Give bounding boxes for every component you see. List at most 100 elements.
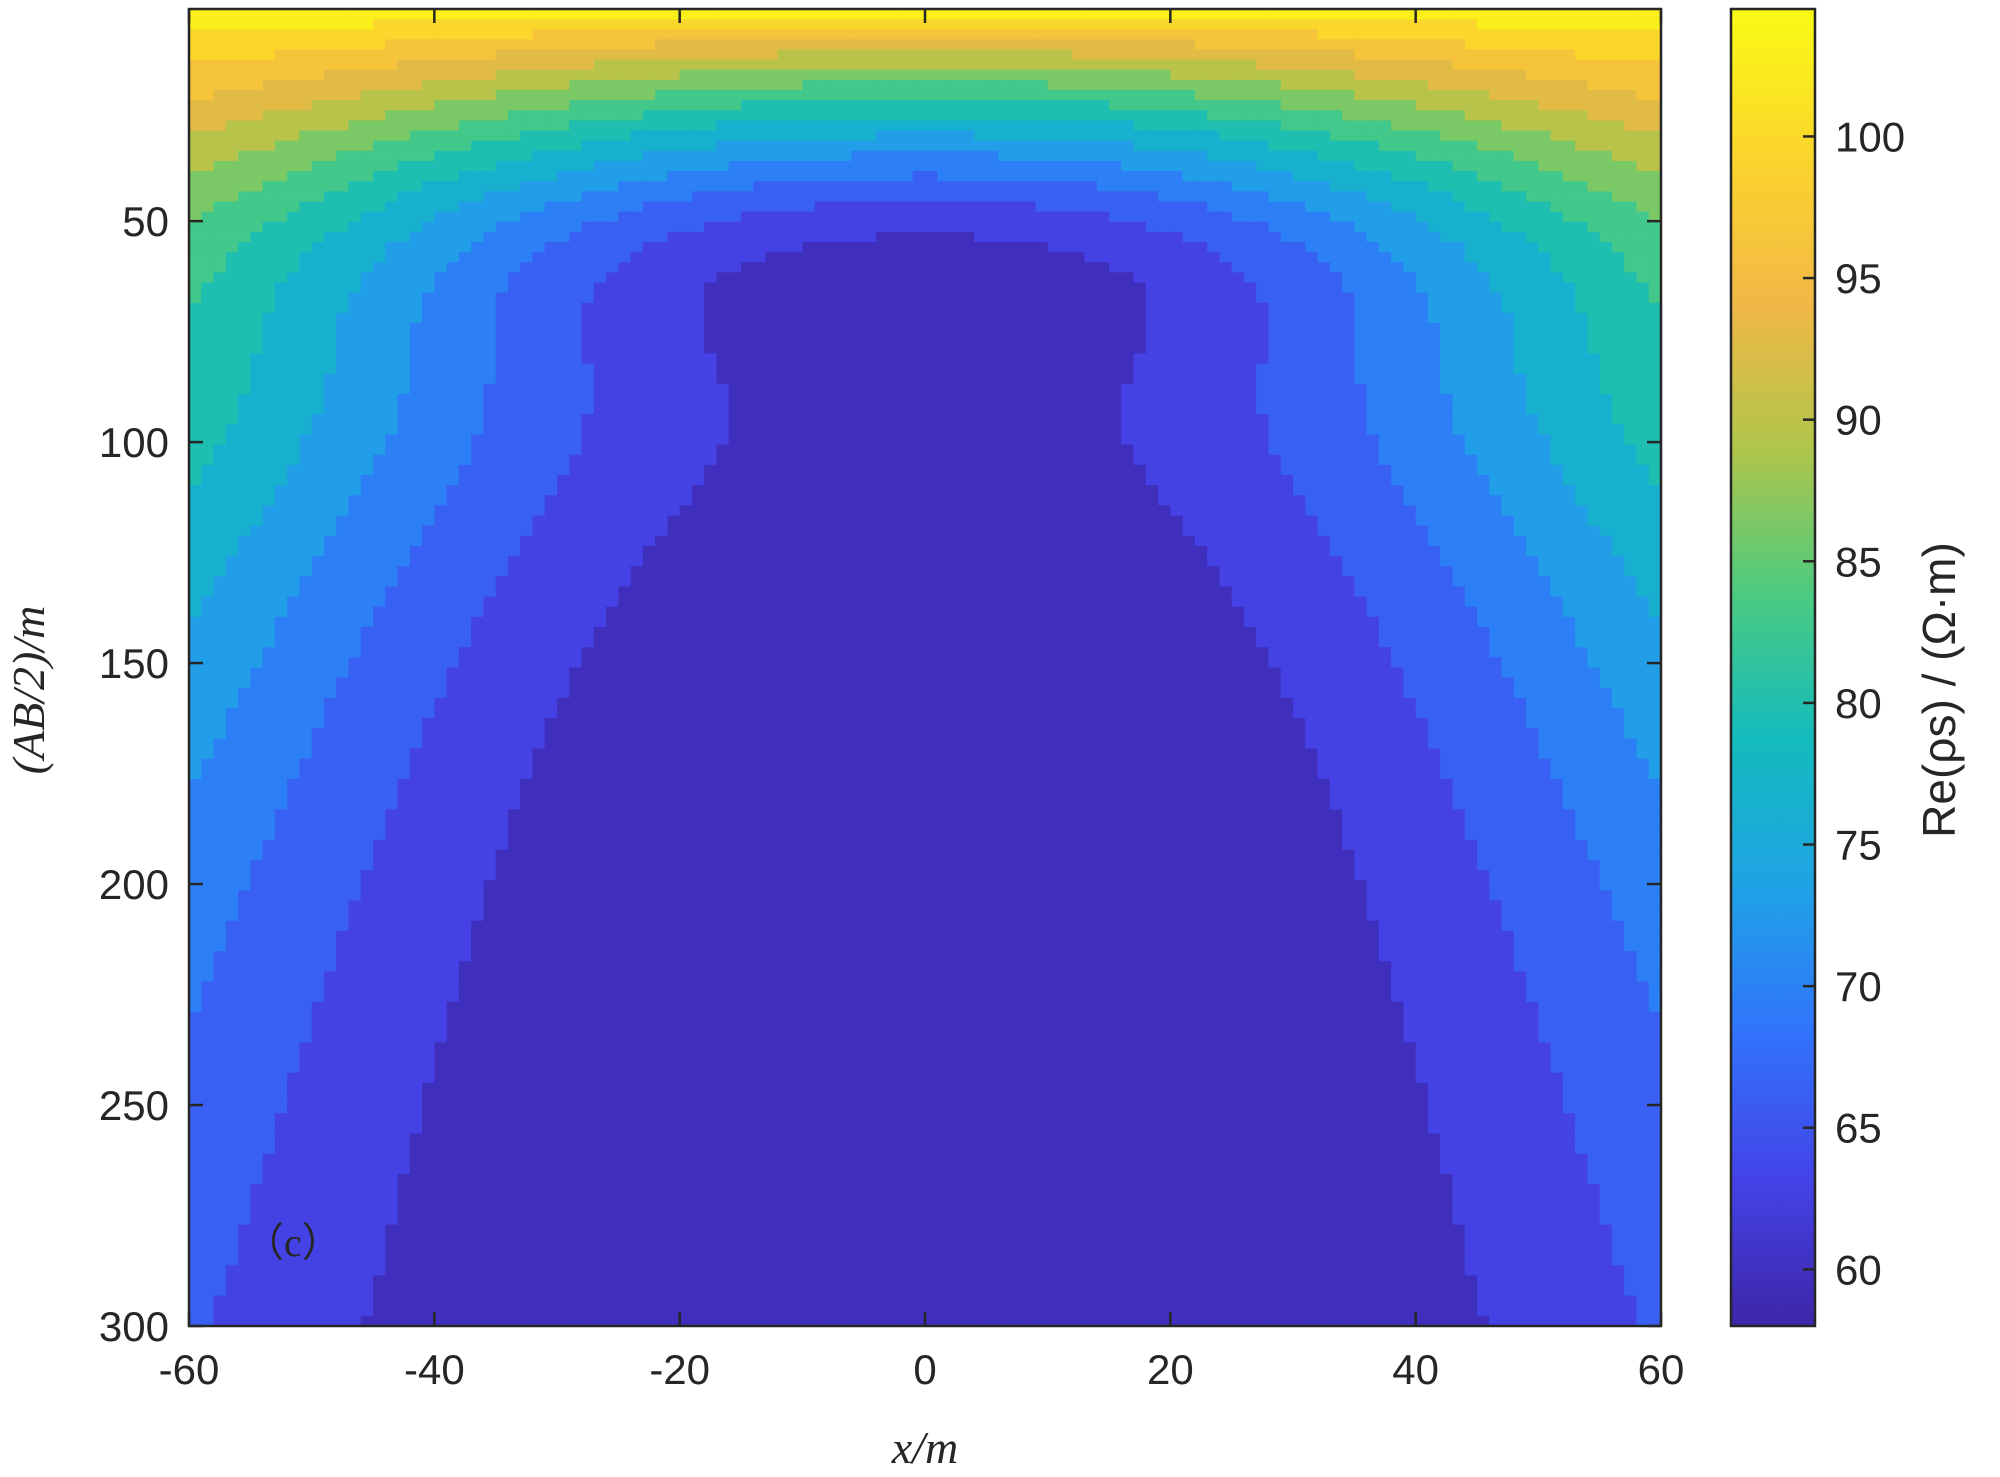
contour-cell [618,373,632,385]
contour-cell [1354,302,1368,314]
contour-cell [667,29,681,40]
contour-cell [1329,100,1343,111]
contour-cell [679,59,693,71]
contour-cell [1501,100,1515,111]
contour-cell [1550,383,1564,395]
contour-cell [1268,19,1282,30]
contour-cell [189,333,202,344]
contour-cell [961,333,975,344]
contour-cell [1648,110,1662,122]
contour-cell [225,29,239,40]
contour-cell [900,29,914,40]
contour-cell [385,181,399,192]
contour-cell [1280,211,1294,223]
contour-cell [336,393,350,405]
contour-cell [1477,79,1490,91]
contour-cell [1587,79,1601,91]
contour-cell [802,59,816,71]
contour-cell [728,120,742,132]
contour-cell [1378,29,1392,40]
contour-cell [495,414,509,425]
contour-cell [1452,252,1466,263]
contour-cell [925,393,938,405]
contour-cell [422,120,435,132]
contour-cell [1403,343,1417,355]
contour-cell [201,9,215,20]
contour-cell [225,231,239,243]
contour-cell [1207,302,1220,314]
contour-cell [1464,404,1478,415]
contour-cell [679,252,693,263]
contour-cell [1194,343,1208,355]
contour-cell [471,201,484,213]
contour-cell [1084,171,1098,182]
contour-cell [189,363,202,375]
contour-cell [213,231,227,243]
contour-cell [1133,160,1147,172]
contour-cell [1489,221,1503,233]
contour-cell [1611,211,1625,223]
contour-cell [1366,414,1380,425]
contour-cell [1268,333,1282,344]
contour-cell [1354,414,1368,425]
contour-cell [397,211,411,223]
contour-cell [949,130,963,142]
contour-cell [998,49,1012,61]
contour-cell [1526,302,1539,314]
contour-cell [569,100,583,111]
contour-cell [1035,90,1049,101]
contour-cell [741,282,754,294]
contour-cell [1096,49,1110,61]
contour-cell [1415,282,1429,294]
contour-cell [655,424,668,436]
contour-cell [323,272,337,284]
contour-cell [569,343,583,355]
contour-cell [373,171,386,182]
contour-cell [471,353,484,365]
contour-cell [1035,424,1049,436]
contour-cell [875,272,889,284]
contour-cell [1317,150,1331,162]
contour-cell [642,69,656,81]
contour-cell [422,110,435,122]
contour-cell [1489,211,1503,223]
contour-cell [471,140,484,152]
contour-cell [839,39,852,51]
contour-cell [1231,323,1245,334]
contour-cell [409,110,423,122]
contour-cell [1268,383,1282,395]
contour-cell [1513,59,1527,71]
contour-cell [287,282,300,294]
contour-cell [1023,181,1036,192]
contour-cell [1354,393,1368,405]
contour-cell [1133,373,1147,385]
contour-cell [642,393,656,405]
contour-cell [299,231,313,243]
contour-cell [1599,130,1613,142]
contour-cell [1575,201,1588,213]
contour-cell [1599,252,1613,263]
contour-cell [544,292,558,304]
contour-cell [569,150,583,162]
contour-cell [471,363,484,375]
contour-cell [790,29,803,40]
contour-cell [1477,333,1490,344]
contour-cell [925,120,938,132]
contour-cell [483,333,497,344]
contour-cell [520,231,534,243]
contour-cell [1624,191,1638,203]
contour-cell [483,292,497,304]
contour-cell [1096,59,1110,71]
contour-cell [225,110,239,122]
contour-cell [1072,171,1086,182]
contour-cell [1427,221,1441,233]
contour-cell [667,140,681,152]
contour-cell [777,231,791,243]
contour-cell [1403,312,1417,324]
contour-cell [348,383,362,395]
contour-cell [826,211,840,223]
contour-cell [348,100,362,111]
contour-cell [1182,79,1196,91]
contour-cell [986,221,1000,233]
contour-cell [1059,272,1073,284]
